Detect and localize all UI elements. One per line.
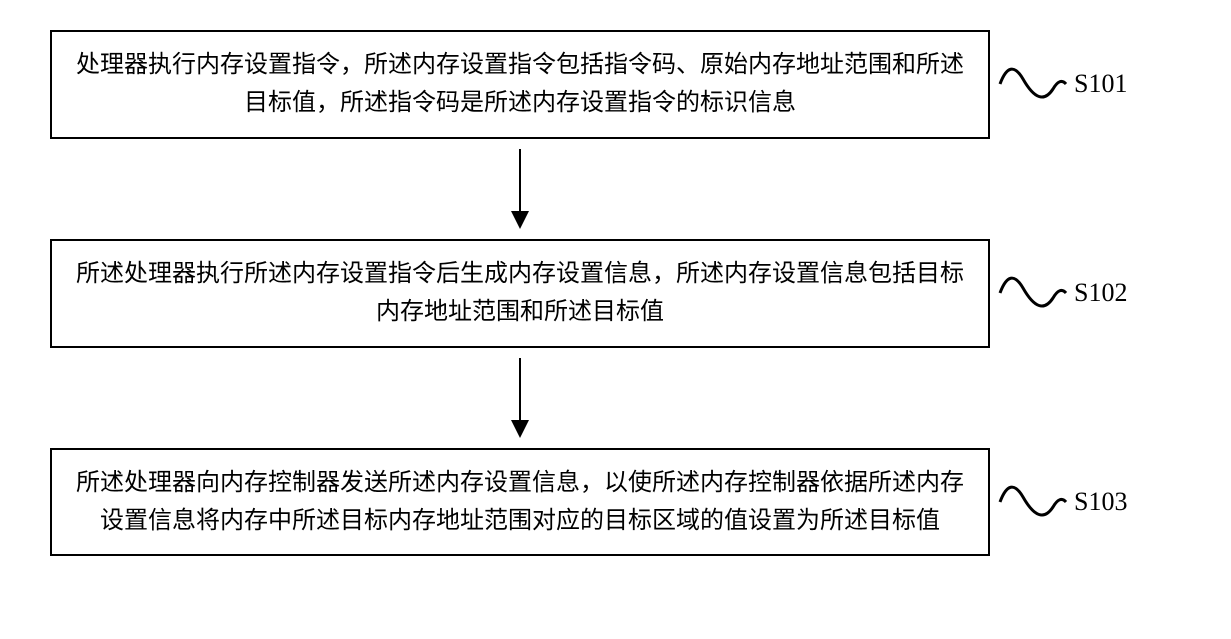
step-wrapper-1: 处理器执行内存设置指令，所述内存设置指令包括指令码、原始内存地址范围和所述目标值… <box>50 30 1180 139</box>
step-box-3: 所述处理器向内存控制器发送所述内存设置信息，以使所述内存控制器依据所述内存设置信… <box>50 448 990 557</box>
step-wrapper-2: 所述处理器执行所述内存设置指令后生成内存设置信息，所述内存设置信息包括目标内存地… <box>50 239 1180 348</box>
step-label-2: S102 <box>1074 278 1127 308</box>
step-label-1: S101 <box>1074 69 1127 99</box>
arrow-down-icon <box>505 358 535 438</box>
flowchart-container: 处理器执行内存设置指令，所述内存设置指令包括指令码、原始内存地址范围和所述目标值… <box>50 30 1180 556</box>
wave-connector-icon <box>998 49 1068 119</box>
arrow-down-icon <box>505 149 535 229</box>
arrow-container-2 <box>50 348 990 448</box>
step-label-3: S103 <box>1074 487 1127 517</box>
step-box-1: 处理器执行内存设置指令，所述内存设置指令包括指令码、原始内存地址范围和所述目标值… <box>50 30 990 139</box>
step-label-wrapper-1: S101 <box>998 49 1127 119</box>
step-label-wrapper-2: S102 <box>998 258 1127 328</box>
step-text-2: 所述处理器执行所述内存设置指令后生成内存设置信息，所述内存设置信息包括目标内存地… <box>76 261 964 325</box>
wave-connector-icon <box>998 467 1068 537</box>
step-box-2: 所述处理器执行所述内存设置指令后生成内存设置信息，所述内存设置信息包括目标内存地… <box>50 239 990 348</box>
wave-connector-icon <box>998 258 1068 328</box>
step-label-wrapper-3: S103 <box>998 467 1127 537</box>
step-wrapper-3: 所述处理器向内存控制器发送所述内存设置信息，以使所述内存控制器依据所述内存设置信… <box>50 448 1180 557</box>
step-text-3: 所述处理器向内存控制器发送所述内存设置信息，以使所述内存控制器依据所述内存设置信… <box>76 470 964 534</box>
arrow-container-1 <box>50 139 990 239</box>
step-text-1: 处理器执行内存设置指令，所述内存设置指令包括指令码、原始内存地址范围和所述目标值… <box>76 52 964 116</box>
